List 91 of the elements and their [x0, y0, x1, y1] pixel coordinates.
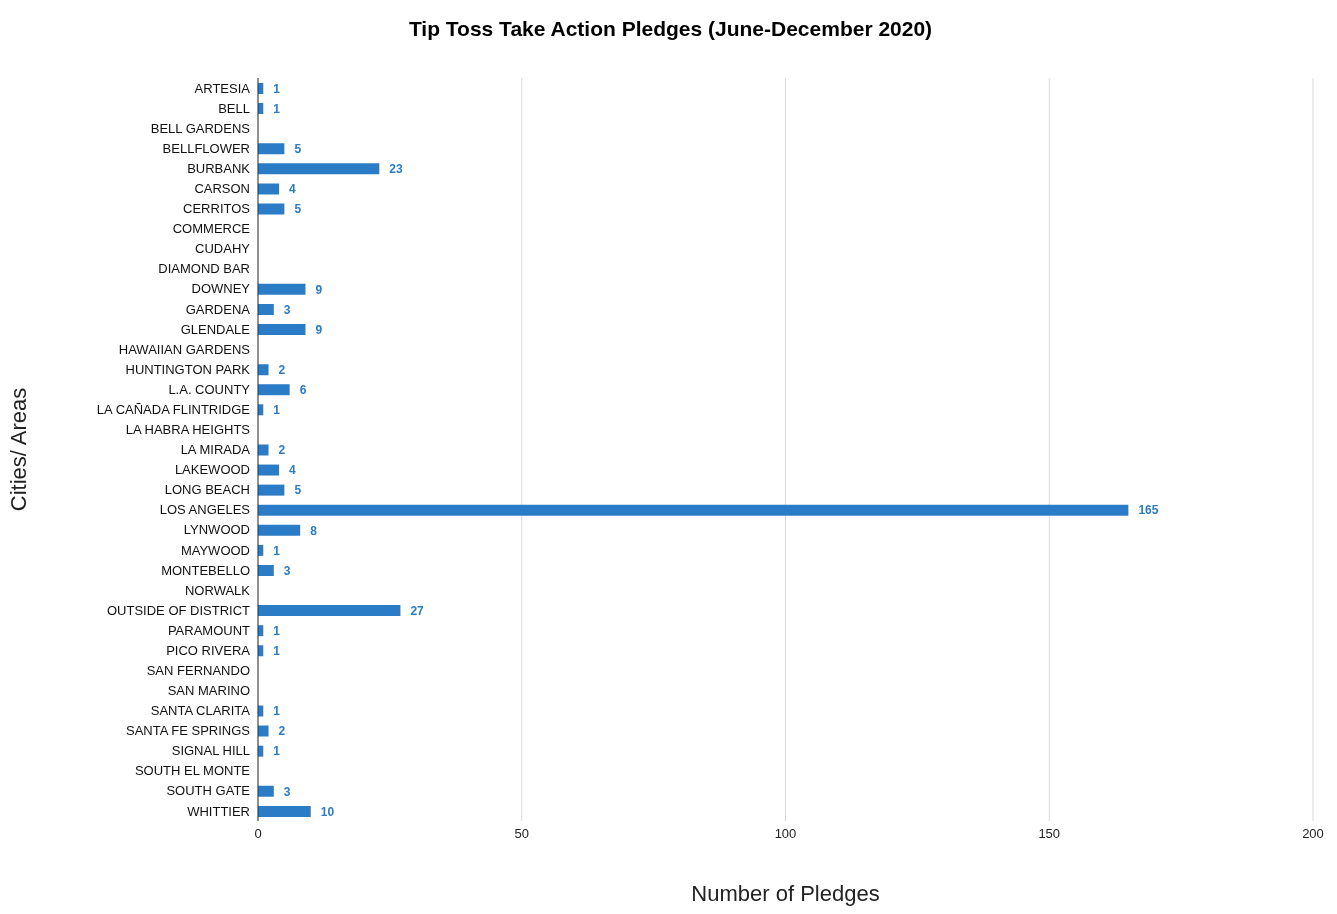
y-tick-label: ARTESIA [194, 80, 251, 96]
bar [258, 444, 269, 456]
bar [258, 303, 274, 315]
data-label: 1 [273, 704, 281, 719]
data-label: 2 [278, 724, 286, 739]
y-tick-label: SAN FERNANDO [146, 663, 250, 679]
data-label: 9 [315, 282, 323, 297]
data-label: 3 [283, 302, 291, 317]
y-tick-label: HUNTINGTON PARK [125, 361, 251, 377]
x-tick-label: 200 [1302, 826, 1324, 842]
y-tick-label: CERRITOS [183, 201, 251, 217]
data-label: 1 [273, 81, 281, 96]
y-tick-label: BELL [218, 100, 250, 116]
data-label: 1 [273, 543, 281, 558]
data-label: 9 [315, 322, 323, 337]
x-tick-label: 100 [774, 826, 797, 842]
bar [258, 384, 290, 396]
data-label: 3 [283, 784, 291, 799]
y-axis-title: Cities/ Areas [5, 387, 31, 512]
bar [258, 143, 285, 155]
data-label: 4 [289, 182, 297, 197]
y-tick-label: HAWAIIAN GARDENS [118, 341, 251, 357]
x-tick-label: 0 [254, 826, 262, 842]
data-label: 8 [310, 523, 318, 538]
y-tick-label: CUDAHY [195, 241, 251, 257]
data-label: 10 [320, 804, 335, 819]
y-tick-label: SOUTH GATE [166, 783, 251, 799]
data-label: 165 [1138, 503, 1159, 518]
y-tick-label: SOUTH EL MONTE [134, 763, 251, 779]
y-tick-label: BURBANK [187, 160, 251, 176]
x-axis-title: Number of Pledges [691, 881, 880, 906]
x-tick-label: 150 [1038, 826, 1061, 842]
y-tick-label: BELLFLOWER [162, 140, 250, 156]
bar [258, 283, 306, 295]
y-tick-label: SANTA CLARITA [150, 703, 251, 719]
bar [258, 504, 1129, 516]
bar [258, 605, 401, 617]
bar [258, 805, 311, 817]
data-label: 1 [273, 623, 281, 638]
bar [258, 484, 285, 496]
y-tick-label: SIGNAL HILL [171, 743, 250, 759]
data-label: 5 [294, 142, 302, 156]
y-tick-label: LONG BEACH [164, 482, 250, 498]
y-tick-label: CARSON [194, 181, 250, 197]
data-label: 1 [273, 744, 281, 759]
data-label: 2 [278, 443, 286, 458]
y-tick-label: LOS ANGELES [159, 502, 251, 518]
bar [258, 364, 269, 376]
bar [258, 183, 280, 195]
data-label: 5 [294, 483, 302, 498]
y-tick-label: NORWALK [184, 582, 251, 598]
data-label: 2 [278, 362, 286, 377]
y-tick-label: DOWNEY [191, 281, 251, 297]
y-tick-label: DIAMOND BAR [158, 261, 250, 277]
data-label: 1 [273, 644, 281, 659]
y-tick-label: LA MIRADA [180, 442, 251, 458]
bar [258, 464, 280, 476]
bar [258, 203, 285, 215]
data-label: 6 [299, 382, 307, 397]
chart-title: Tip Toss Take Action Pledges (June-December 2020) [407, 16, 934, 42]
bar [258, 564, 274, 576]
y-tick-label: SAN MARINO [167, 683, 250, 699]
y-tick-label: OUTSIDE OF DISTRICT [107, 602, 251, 618]
y-tick-label: LA CAÑADA FLINTRIDGE [96, 401, 251, 417]
y-tick-label: L.A. COUNTY [168, 381, 251, 397]
y-tick-label: LAKEWOOD [174, 462, 250, 478]
data-label: 3 [283, 563, 291, 578]
y-tick-label: WHITTIER [187, 803, 250, 819]
bar [258, 163, 380, 175]
data-label: 1 [273, 101, 281, 116]
y-tick-label: MAYWOOD [180, 542, 250, 558]
bar [258, 785, 274, 797]
y-tick-label: LYNWOOD [183, 522, 250, 538]
y-tick-label: BELL GARDENS [150, 120, 251, 136]
data-label: 27 [410, 603, 425, 618]
bar [258, 725, 269, 737]
data-label: 5 [294, 202, 302, 217]
y-tick-label: SANTA FE SPRINGS [125, 723, 251, 739]
y-tick-label: PARAMOUNT [167, 622, 251, 638]
y-tick-label: GARDENA [185, 301, 251, 317]
y-tick-label: GLENDALE [180, 321, 251, 337]
bar [258, 323, 306, 335]
x-tick-label: 50 [514, 826, 529, 842]
y-tick-label: LA HABRA HEIGHTS [125, 422, 251, 438]
y-tick-label: MONTEBELLO [161, 562, 250, 578]
y-tick-label: COMMERCE [172, 221, 251, 237]
bar [258, 524, 301, 536]
y-tick-label: PICO RIVERA [166, 642, 251, 658]
data-label: 4 [289, 463, 297, 478]
data-label: 23 [389, 162, 403, 177]
data-label: 1 [273, 403, 281, 418]
